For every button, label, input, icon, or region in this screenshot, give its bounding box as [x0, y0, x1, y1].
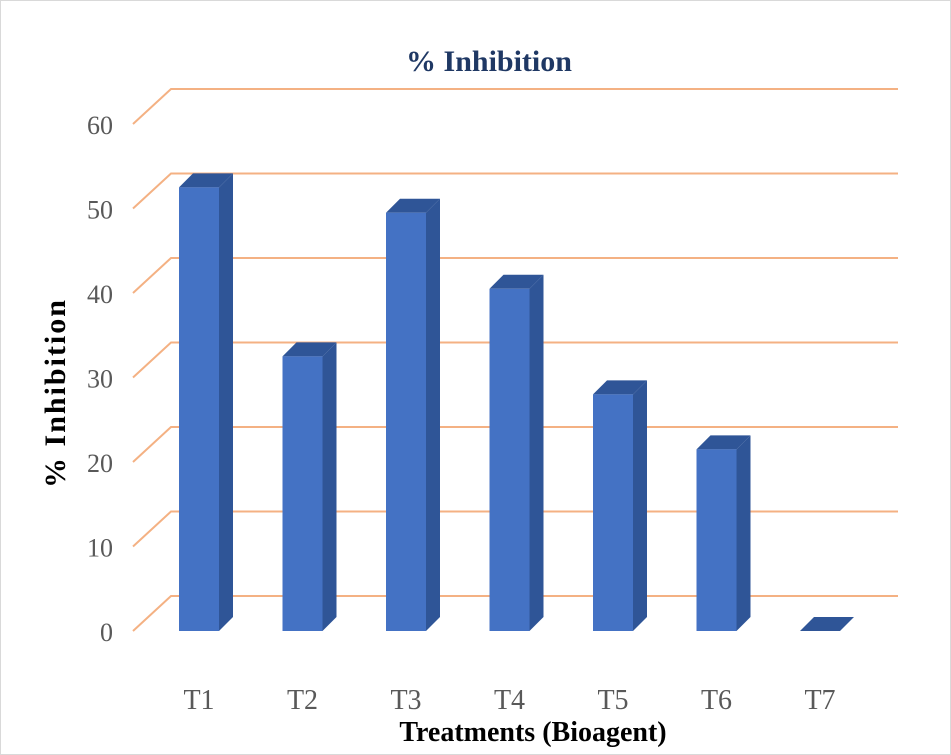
- bar: [282, 342, 337, 631]
- y-axis-title: % Inhibition: [39, 298, 72, 488]
- x-tick-layer: T1 T2 T3 T4 T5 T6 T7: [183, 685, 835, 716]
- bar: [386, 198, 440, 631]
- y-tick-label: 30: [87, 365, 113, 394]
- bar-top: [386, 198, 440, 213]
- bar-front: [179, 187, 219, 631]
- bar-front: [386, 212, 426, 631]
- bar-top: [179, 173, 233, 188]
- y-tick-label: 0: [100, 618, 113, 647]
- gridline: [132, 595, 898, 632]
- chart-title: % Inhibition: [406, 45, 572, 78]
- gridline: [132, 510, 898, 548]
- bar: [800, 617, 854, 631]
- gridline: [132, 257, 898, 294]
- x-axis-title: Treatments (Bioagent): [399, 717, 666, 748]
- bar-side: [736, 435, 751, 631]
- y-tick-layer: 0 10 20 30 40 50 60: [87, 111, 113, 647]
- y-tick-label: 10: [87, 534, 113, 563]
- x-tick-label: T5: [597, 685, 628, 716]
- bar: [489, 274, 544, 631]
- bar-front: [489, 288, 530, 631]
- gridline: [132, 426, 898, 463]
- bar-front: [593, 394, 633, 631]
- bar-side: [426, 198, 440, 631]
- bar-side: [322, 342, 337, 631]
- bar-top: [593, 380, 647, 395]
- x-tick-label: T6: [701, 685, 732, 716]
- gridline: [132, 88, 898, 125]
- bar-top: [696, 435, 751, 450]
- y-tick-label: 40: [87, 280, 113, 309]
- bar-top: [282, 342, 337, 357]
- x-tick-label: T1: [183, 685, 214, 716]
- bar-top: [489, 274, 544, 289]
- bar-front: [282, 356, 323, 631]
- y-tick-label: 20: [87, 449, 113, 478]
- x-tick-label: T4: [494, 685, 525, 716]
- bar-side: [633, 380, 647, 631]
- y-tick-label: 60: [87, 111, 113, 140]
- bar-side: [219, 173, 233, 631]
- y-tick-label: 50: [87, 196, 113, 225]
- gridline: [132, 172, 898, 210]
- bar-top: [800, 617, 854, 631]
- bar: [593, 380, 647, 631]
- bar-front: [696, 449, 737, 631]
- bar: [696, 435, 751, 631]
- x-tick-label: T7: [804, 685, 835, 716]
- gridline: [132, 341, 898, 379]
- grid-layer: [132, 88, 898, 632]
- bar-layer: [179, 173, 854, 631]
- x-tick-label: T2: [287, 685, 318, 716]
- x-tick-label: T3: [390, 685, 421, 716]
- bar: [179, 173, 233, 631]
- bar-side: [529, 274, 544, 631]
